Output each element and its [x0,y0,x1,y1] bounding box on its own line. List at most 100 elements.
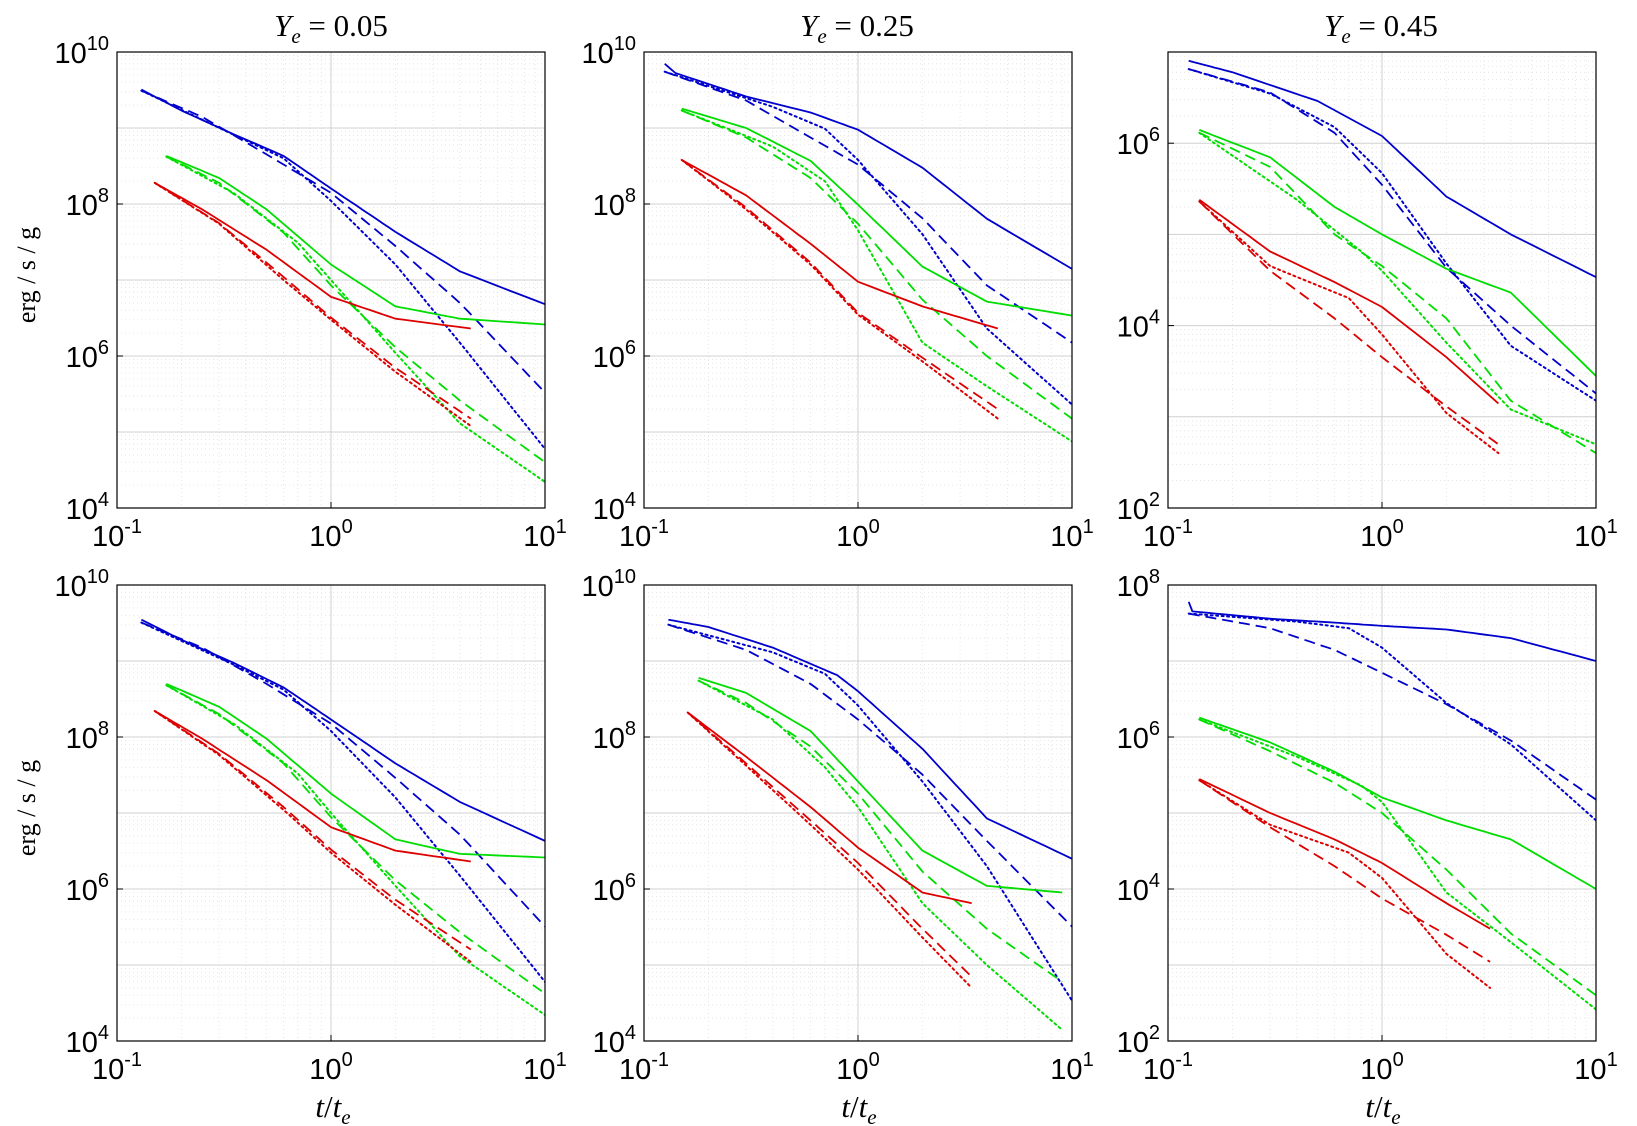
top-middle-y-tick-label: 106 [593,337,636,374]
top-middle-series-red-dashed [681,159,999,410]
top-left-y-tick-label: 106 [66,337,109,374]
top-middle-y-tick-label: 104 [593,489,636,526]
top-middle-series-green-dashed [681,109,1072,420]
top-left-series-red-dotted [153,181,472,427]
bottom-right-y-tick-label: 104 [1117,870,1160,907]
top-left-series-green-dotted [165,155,545,483]
bottom-middle-y-tick-label: 1010 [581,566,636,603]
bottom-middle-series-blue-dotted [667,623,1072,1002]
top-right-series-red-solid [1198,198,1500,405]
bottom-middle-series-red-dotted [686,711,973,989]
bottom-middle-x-tick-label: 10-1 [619,1049,669,1086]
top-middle-series-group [663,63,1072,443]
top-right-y-tick-label: 104 [1117,307,1160,344]
top-left-x-tick-label: 101 [523,516,566,553]
bottom-left-y-tick-label: 1010 [54,566,109,603]
top-right-series-green-dotted [1198,131,1596,446]
top-right-series-green-solid [1198,129,1596,377]
bottom-right-series-red-solid [1198,778,1491,930]
x-axis-label-1: t/te [315,1089,350,1126]
bottom-right-series-blue-dashed [1188,612,1596,801]
bottom-left-series-green-dashed [165,684,545,995]
x-axis-label-3: t/te [1365,1089,1400,1126]
top-left-x-tick-label: 10-1 [92,516,142,553]
bottom-left-y-tick-label: 104 [66,1022,109,1059]
bottom-middle-x-tick-label: 101 [1050,1049,1093,1086]
top-right-series-blue-dashed [1188,68,1596,395]
bottom-left-series-green-solid [165,683,545,859]
bottom-right-series-green-dotted [1198,718,1596,1011]
bottom-right-series-red-dashed [1198,779,1491,963]
top-left-series-blue-dotted [140,89,545,450]
bottom-middle-x-tick-label: 100 [836,1049,879,1086]
top-middle-x-tick-label: 101 [1050,516,1093,553]
bottom-middle-series-red-dashed [687,711,973,978]
panel-top-right: 10-1 100 101 102 104 106 [1117,51,1618,553]
bottom-right-series-green-dashed [1198,718,1596,996]
top-middle-y-tick-label: 1010 [581,33,636,70]
bottom-middle-y-tick-label: 108 [593,718,636,755]
bottom-right-series-group [1187,601,1596,1011]
panel-top-middle: 10-1 100 101 104 106 108 1010 [581,33,1093,553]
top-right-y-tick-label: 102 [1117,489,1160,526]
bottom-left-x-tick-label: 10-1 [92,1049,142,1086]
bottom-left-y-tick-label: 106 [66,870,109,907]
bottom-right-series-red-dotted [1198,779,1492,989]
bottom-right-x-tick-label: 100 [1360,1049,1403,1086]
bottom-right-x-tick-label: 101 [1574,1049,1617,1086]
column-title-1: Ye = 0.05 [274,8,388,48]
bottom-left-series-blue-dotted [140,621,545,983]
top-middle-series-blue-solid [664,63,1072,270]
top-right-series-blue-dotted [1187,68,1596,402]
bottom-right-series-blue-solid [1187,601,1596,662]
panel-bottom-right: 10-1 100 101 102 104 106 108 [1117,566,1618,1086]
bottom-middle-series-group [667,618,1072,1031]
top-left-series-red-dashed [154,182,472,420]
bottom-middle-series-blue-solid [668,618,1072,860]
bottom-middle-series-green-solid [698,677,1063,894]
top-right-series-red-dashed [1198,200,1499,446]
top-right-x-tick-label: 100 [1360,516,1403,553]
bottom-left-series-blue-solid [140,618,545,842]
panel-bottom-middle: 10-1 100 101 104 106 108 1010 [581,566,1093,1086]
bottom-middle-y-tick-label: 106 [593,870,636,907]
bottom-right-x-tick-label: 10-1 [1143,1049,1193,1086]
bottom-middle-series-blue-dashed [668,623,1072,928]
top-right-x-tick-label: 101 [1574,516,1617,553]
x-axis-label-2: t/te [841,1089,876,1126]
bottom-right-y-tick-label: 108 [1117,566,1160,603]
bottom-left-series-red-dotted [153,710,472,963]
top-right-series-group [1187,59,1596,455]
bottom-right-series-green-solid [1199,716,1596,890]
top-left-series-red-solid [154,182,471,330]
column-title-2: Ye = 0.25 [800,8,914,48]
bottom-left-series-green-dotted [165,684,545,1016]
panel-top-left: 10-1 100 101 104 106 108 1010 [54,33,566,553]
top-left-y-tick-label: 1010 [54,33,109,70]
top-right-series-blue-solid [1188,59,1596,278]
top-left-y-tick-label: 104 [66,489,109,526]
bottom-left-y-tick-label: 108 [66,718,109,755]
bottom-left-x-tick-label: 100 [309,1049,352,1086]
top-left-x-tick-label: 100 [309,516,352,553]
top-middle-series-red-dotted [680,158,999,420]
top-right-series-red-dotted [1198,200,1500,455]
panel-bottom-left: 10-1 100 101 104 106 108 1010 [54,566,566,1086]
bottom-middle-y-tick-label: 104 [593,1022,636,1059]
bottom-left-series-red-solid [154,710,471,863]
top-middle-series-green-solid [681,107,1072,317]
top-left-series-green-solid [165,155,545,326]
y-axis-label-bottom: erg / s / g [12,760,41,856]
top-right-y-tick-label: 106 [1117,124,1160,161]
top-middle-x-tick-label: 100 [836,516,879,553]
top-left-y-tick-label: 108 [66,185,109,222]
bottom-left-series-group [140,618,545,1016]
top-left-series-green-dashed [165,155,545,463]
column-title-3: Ye = 0.45 [1324,8,1438,48]
bottom-middle-series-green-dashed [698,679,1063,983]
top-middle-series-blue-dotted [663,70,1072,406]
top-right-series-green-dashed [1198,131,1596,454]
bottom-right-series-blue-dotted [1187,612,1596,822]
top-left-series-group [140,88,545,483]
bottom-left-series-red-dashed [154,710,472,951]
